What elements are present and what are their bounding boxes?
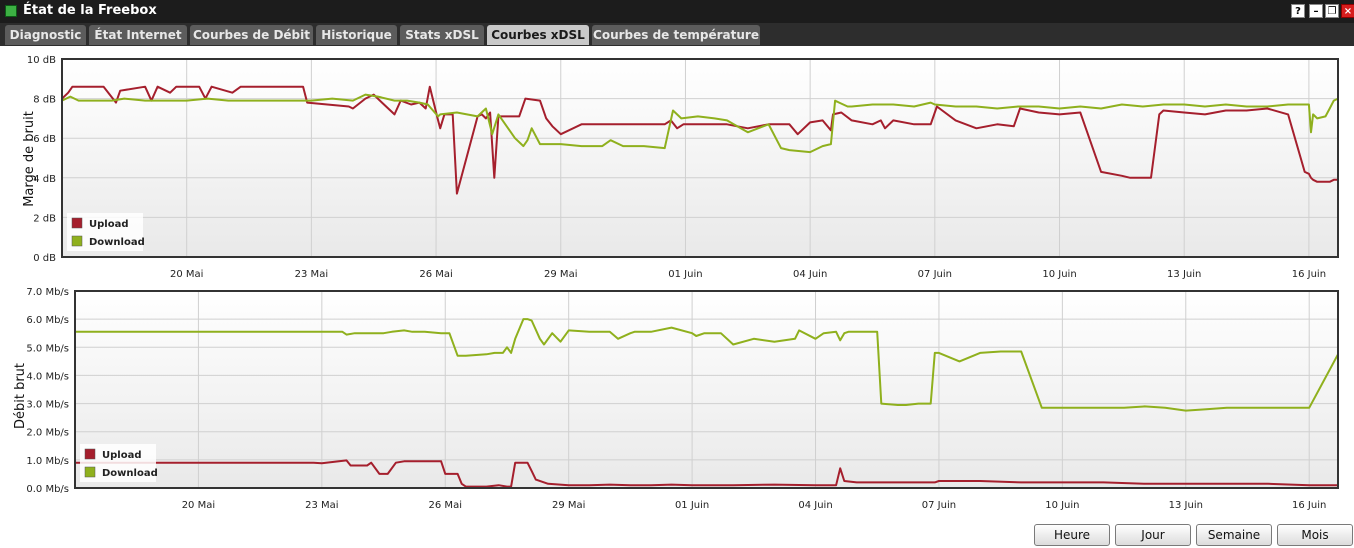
x-tick-label: 04 Juin <box>793 269 827 280</box>
y-tick-label: 4.0 Mb/s <box>26 371 69 382</box>
series-line-download <box>61 93 1339 154</box>
x-tick-label: 04 Juin <box>798 500 832 511</box>
legend-label-upload: Upload <box>89 219 128 230</box>
x-tick-label: 20 Mai <box>170 269 203 280</box>
plot-frame <box>61 58 1339 258</box>
chart-1: 0 dB 2 dB 4 dB 6 dB 8 dB 10 dB 20 Mai 23 Mai 26 … <box>22 55 1339 280</box>
chart-2: 0.0 Mb/s 1.0 Mb/s 2.0 Mb/s 3.0 Mb/s 4.0 Mb/s… <box>13 287 1339 511</box>
mois-button[interactable]: Mois <box>1277 524 1353 546</box>
legend-label-download: Download <box>89 237 145 248</box>
legend-label-upload: Upload <box>102 450 141 461</box>
plot-area <box>75 291 1338 488</box>
x-tick-label: 16 Juin <box>1292 269 1326 280</box>
x-tick-label: 01 Juin <box>668 269 702 280</box>
x-tick-label: 07 Juin <box>922 500 956 511</box>
window-title: État de la Freebox <box>23 3 157 18</box>
y-tick-label: 2 dB <box>33 213 56 224</box>
window-titlebar: État de la Freebox ? – ❐ × <box>0 0 1354 23</box>
tab-historique[interactable]: Historique <box>316 25 397 45</box>
x-tick-label: 26 Mai <box>429 500 462 511</box>
minimize-button[interactable]: – <box>1309 4 1323 18</box>
x-tick-label: 23 Mai <box>295 269 328 280</box>
x-tick-label: 07 Juin <box>918 269 952 280</box>
x-tick-label: 26 Mai <box>419 269 452 280</box>
x-tick-label: 13 Juin <box>1169 500 1203 511</box>
x-tick-label: 16 Juin <box>1292 500 1326 511</box>
y-tick-label: 5.0 Mb/s <box>26 343 69 354</box>
close-button[interactable]: × <box>1341 4 1354 18</box>
y-tick-label: 3.0 Mb/s <box>26 400 69 411</box>
y-tick-label: 10 dB <box>27 55 56 66</box>
y-tick-label: 7.0 Mb/s <box>26 287 69 298</box>
tab-bar: Diagnostic État Internet Courbes de Débi… <box>0 23 1354 46</box>
maximize-button[interactable]: ❐ <box>1325 4 1339 18</box>
y-tick-label: 6.0 Mb/s <box>26 315 69 326</box>
tab-courbes-de-temperature[interactable]: Courbes de température <box>592 25 760 45</box>
legend-swatch-upload <box>84 448 96 460</box>
x-tick-label: 20 Mai <box>182 500 215 511</box>
x-tick-label: 10 Juin <box>1042 269 1076 280</box>
tab-diagnostic[interactable]: Diagnostic <box>5 25 86 45</box>
y-tick-label: 0 dB <box>33 253 56 264</box>
series-line-upload <box>75 459 1338 488</box>
legend-swatch-download <box>71 235 83 247</box>
semaine-button[interactable]: Semaine <box>1196 524 1272 546</box>
heure-button[interactable]: Heure <box>1034 524 1110 546</box>
x-tick-label: 23 Mai <box>305 500 338 511</box>
legend-label-download: Download <box>102 468 158 479</box>
plot-frame <box>74 290 1339 489</box>
tab-courbes-xdsl[interactable]: Courbes xDSL <box>487 25 589 45</box>
series-line-download <box>75 318 1339 412</box>
plot-area <box>62 59 1338 257</box>
y-tick-label: 1.0 Mb/s <box>26 456 69 467</box>
y-tick-label: 8 dB <box>33 95 56 106</box>
y-axis-label: Débit brut <box>13 363 28 429</box>
tab-etat-internet[interactable]: État Internet <box>89 25 187 45</box>
help-button[interactable]: ? <box>1291 4 1305 18</box>
x-tick-label: 29 Mai <box>552 500 585 511</box>
jour-button[interactable]: Jour <box>1115 524 1191 546</box>
x-tick-label: 13 Juin <box>1167 269 1201 280</box>
x-tick-label: 29 Mai <box>544 269 577 280</box>
y-tick-label: 0.0 Mb/s <box>26 484 69 495</box>
xdsl-charts: 0 dB 2 dB 4 dB 6 dB 8 dB 10 dB 20 Mai 23 Mai 26 … <box>13 55 1339 511</box>
y-tick-label: 6 dB <box>33 134 56 145</box>
legend-swatch-upload <box>71 217 83 229</box>
y-axis-label: Marge de bruit <box>22 111 37 207</box>
tab-courbes-de-debit[interactable]: Courbes de Débit <box>190 25 313 45</box>
tab-stats-xdsl[interactable]: Stats xDSL <box>400 25 484 45</box>
y-tick-label: 4 dB <box>33 174 56 185</box>
y-tick-label: 2.0 Mb/s <box>26 428 69 439</box>
legend-swatch-download <box>84 466 96 478</box>
x-tick-label: 10 Juin <box>1045 500 1079 511</box>
x-tick-label: 01 Juin <box>675 500 709 511</box>
freebox-app-icon <box>5 5 17 17</box>
